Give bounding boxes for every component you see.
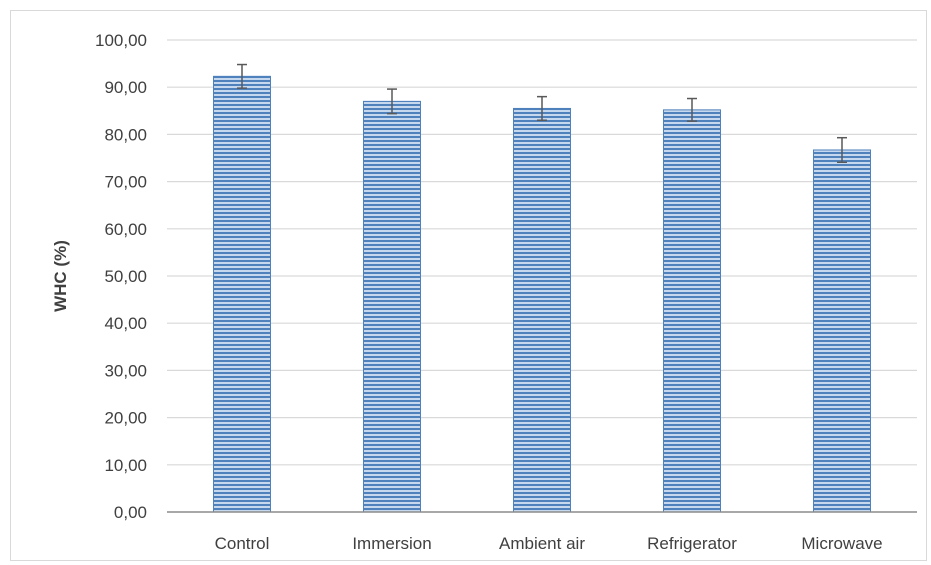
error-bar: [537, 95, 547, 121]
error-bar: [837, 136, 847, 163]
bar-microwave: [813, 149, 871, 513]
y-tick-label: 0,00: [114, 503, 147, 522]
y-tick-label: 30,00: [104, 361, 147, 380]
chart-frame: [10, 10, 927, 561]
x-axis-tick-labels: Control Immersion Ambient air Refrigerator M…: [215, 534, 883, 553]
y-tick-label: 10,00: [104, 456, 147, 475]
y-axis-tick-labels: 0,00 10,00 20,00 30,00 40,00 50,00 60,00 70,00 8…: [95, 31, 147, 522]
y-tick-label: 70,00: [104, 173, 147, 192]
bar-control: [213, 75, 271, 513]
y-tick-label: 80,00: [104, 125, 147, 144]
x-tick-label: Refrigerator: [647, 534, 737, 553]
error-bar: [687, 97, 697, 122]
y-tick-label: 100,00: [95, 31, 147, 50]
x-tick-label: Immersion: [352, 534, 431, 553]
x-tick-label: Ambient air: [499, 534, 585, 553]
y-tick-label: 40,00: [104, 314, 147, 333]
bars: [213, 75, 871, 513]
bar-ambient-air: [513, 107, 571, 513]
y-axis-title: WHC (%): [51, 240, 70, 312]
bar-refrigerator: [663, 109, 721, 513]
bar-immersion: [363, 100, 421, 513]
error-bars: [237, 63, 847, 163]
error-bar: [387, 88, 397, 115]
error-bar: [237, 63, 247, 89]
y-tick-label: 20,00: [104, 409, 147, 428]
y-tick-label: 90,00: [104, 78, 147, 97]
x-tick-label: Control: [215, 534, 270, 553]
x-tick-label: Microwave: [801, 534, 882, 553]
y-tick-label: 50,00: [104, 267, 147, 286]
y-tick-label: 60,00: [104, 220, 147, 239]
gridlines: [167, 39, 917, 466]
